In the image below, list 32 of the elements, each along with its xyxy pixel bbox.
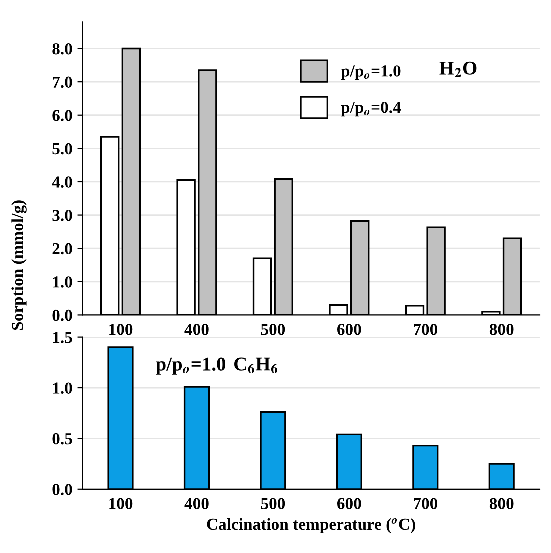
x-tick-label: 500 bbox=[261, 498, 286, 510]
y-tick-label: 1.0 bbox=[53, 276, 72, 288]
x-tick-label: 100 bbox=[110, 324, 133, 336]
y-tick-label: 2.0 bbox=[52, 243, 72, 255]
x-tick-label: 400 bbox=[184, 498, 209, 510]
legend-label: p/p$_{o}$=0.4 bbox=[341, 102, 402, 117]
x-axis-title: Calcination temperature ($^{o}$C) bbox=[207, 518, 416, 534]
y-tick-label: 0.0 bbox=[52, 310, 72, 322]
y-tick-label: 1.5 bbox=[53, 332, 72, 344]
y-axis-title: Sorption (mmol/g) bbox=[12, 200, 27, 330]
legend-label: p/p$_{o}$=1.0 bbox=[341, 66, 401, 80]
x-tick-label: 600 bbox=[337, 498, 362, 510]
y-tick-label: 5.0 bbox=[52, 143, 72, 155]
annotation: C$_{6}$H$_{6}$ bbox=[234, 358, 278, 374]
y-tick-label: 4.0 bbox=[52, 176, 72, 188]
y-tick-label: 8.0 bbox=[52, 43, 72, 55]
x-tick-label: 400 bbox=[184, 324, 209, 336]
x-tick-label: 600 bbox=[337, 324, 362, 336]
y-tick-label: 7.0 bbox=[53, 76, 72, 88]
y-tick-label: 0.0 bbox=[52, 484, 72, 496]
x-tick-label: 800 bbox=[490, 498, 514, 510]
annotation: H$_{2}$O bbox=[440, 62, 477, 78]
x-tick-label: 500 bbox=[261, 324, 286, 336]
y-tick-label: 6.0 bbox=[52, 110, 72, 122]
y-tick-label: 3.0 bbox=[52, 210, 72, 222]
x-tick-label: 700 bbox=[414, 324, 438, 336]
x-tick-label: 100 bbox=[110, 498, 133, 510]
annotation: p/p$_{o}$=1.0 bbox=[156, 358, 226, 375]
x-tick-label: 700 bbox=[414, 498, 438, 510]
y-tick-label: 1.0 bbox=[53, 382, 72, 394]
y-tick-label: 0.5 bbox=[52, 433, 72, 445]
x-tick-label: 800 bbox=[490, 324, 514, 336]
